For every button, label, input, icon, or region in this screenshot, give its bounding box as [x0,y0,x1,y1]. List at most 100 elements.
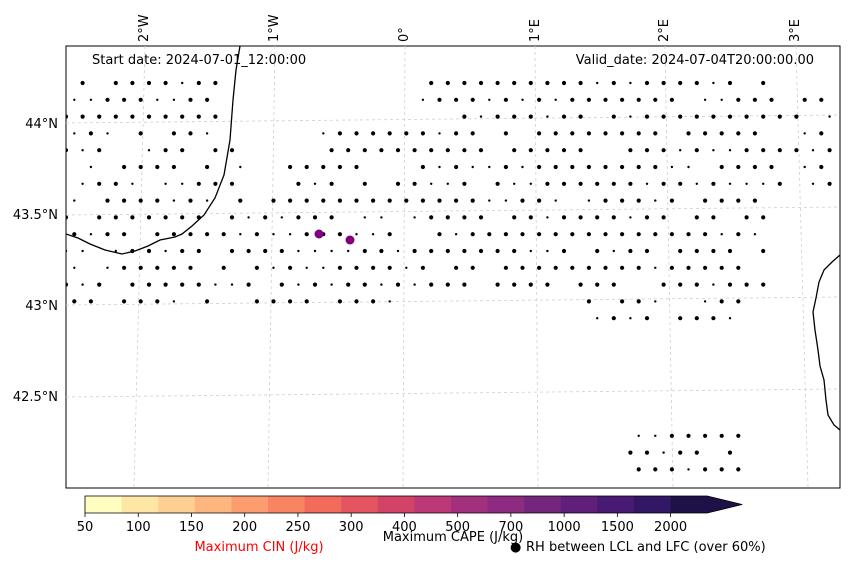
rh-dot [488,199,491,202]
rh-dot [803,132,806,135]
rh-dot [636,265,641,270]
rh-dot [362,248,367,254]
rh-dot [73,266,76,269]
rh-dot [712,283,715,286]
colorbar-segment [158,496,196,513]
rh-dot [379,248,384,254]
rh-dot [819,97,824,102]
rh-dot [794,148,799,153]
rh-dot [163,114,168,119]
rh-dot [644,148,650,153]
rh-dot [337,198,342,203]
rh-dot [512,282,517,287]
rh-dot [263,215,268,220]
rh-dot [297,283,300,286]
rh-dot [347,249,350,253]
rh-dot [337,265,342,270]
rh-dot [629,81,632,85]
rh-dot [553,164,558,170]
rh-dot [445,282,450,287]
rh-dot [694,248,699,254]
rh-dot [529,249,532,253]
rh-dot [313,249,317,253]
rh-dot [322,266,325,269]
rh-dot [603,131,608,136]
rh-dot [653,97,658,102]
rh-dot [246,282,251,287]
rh-dot [470,198,475,203]
rh-dot [546,216,549,219]
rh-dot [429,282,434,287]
rh-dot [744,215,749,220]
rh-dot [371,265,376,270]
rh-dot [421,98,425,102]
rh-dot [113,114,118,119]
rh-dot [728,182,732,185]
rh-dot [246,248,251,254]
rh-dot [503,131,508,136]
rh-dot [561,80,567,86]
rh-dot [412,248,417,254]
rh-dot [239,233,242,236]
rh-dot [181,182,184,185]
rh-dot [478,148,484,153]
rh-dot [429,148,434,153]
colorbar-ticks: 50 100 150 200 250 300 400 500 700 1000 1500 2000 [77,513,687,535]
rh-dot [803,165,806,169]
rh-dot [371,233,375,236]
rh-dot [130,248,135,254]
rh-dot [172,300,176,303]
rh-dot [644,80,650,86]
rh-dot [188,232,193,237]
rh-dot [180,282,185,287]
rh-dot [438,132,441,135]
lon-label-3e: 3°E [788,19,803,42]
colorbar-segment [560,496,598,513]
rh-dot [595,181,600,186]
rh-dot [138,97,143,102]
rh-dot [653,164,658,170]
rh-dot [512,148,517,153]
rh-dot [445,248,450,254]
rh-dot [654,300,657,303]
rh-dot [488,98,491,102]
rh-dot [612,249,615,253]
rh-dot [163,80,168,86]
rh-dot [155,265,160,270]
cin-label: Maximum CIN (J/kg) [194,540,323,555]
rh-legend-label: RH between LCL and LFC (over 60%) [526,540,766,555]
colorbar-tick-label: 200 [232,520,257,535]
rh-dot [429,80,434,86]
rh-dot [744,282,749,287]
rh-dot [395,282,401,287]
lon-label-2w: 2°W [137,14,152,42]
colorbar-tick-label: 100 [126,520,151,535]
rh-dot [387,198,392,203]
rh-dot [438,165,441,169]
rh-dot [297,249,300,253]
rh-dot [72,299,77,304]
rh-dot [105,232,110,237]
rh-dot [304,299,309,304]
lat-label-43-5n: 43.5°N [13,208,58,223]
rh-dot [644,450,650,455]
rh-dot [628,450,633,455]
rh-dot [678,282,683,287]
rh-dot [628,148,633,153]
rh-dot [528,114,533,119]
rh-dot [712,149,715,152]
rh-dot [196,282,201,287]
rh-dot [313,182,317,185]
rh-dot [205,97,210,102]
rh-dot [711,316,716,321]
rh-dot [586,232,592,237]
rh-dot [719,433,724,438]
rh-dot [272,266,275,269]
rh-dot [603,265,608,270]
rh-dot [180,148,185,153]
rh-dot [636,131,641,136]
rh-dot [80,114,85,119]
rh-dot [828,115,831,118]
rh-dot [470,232,475,237]
rh-dot [629,317,632,320]
